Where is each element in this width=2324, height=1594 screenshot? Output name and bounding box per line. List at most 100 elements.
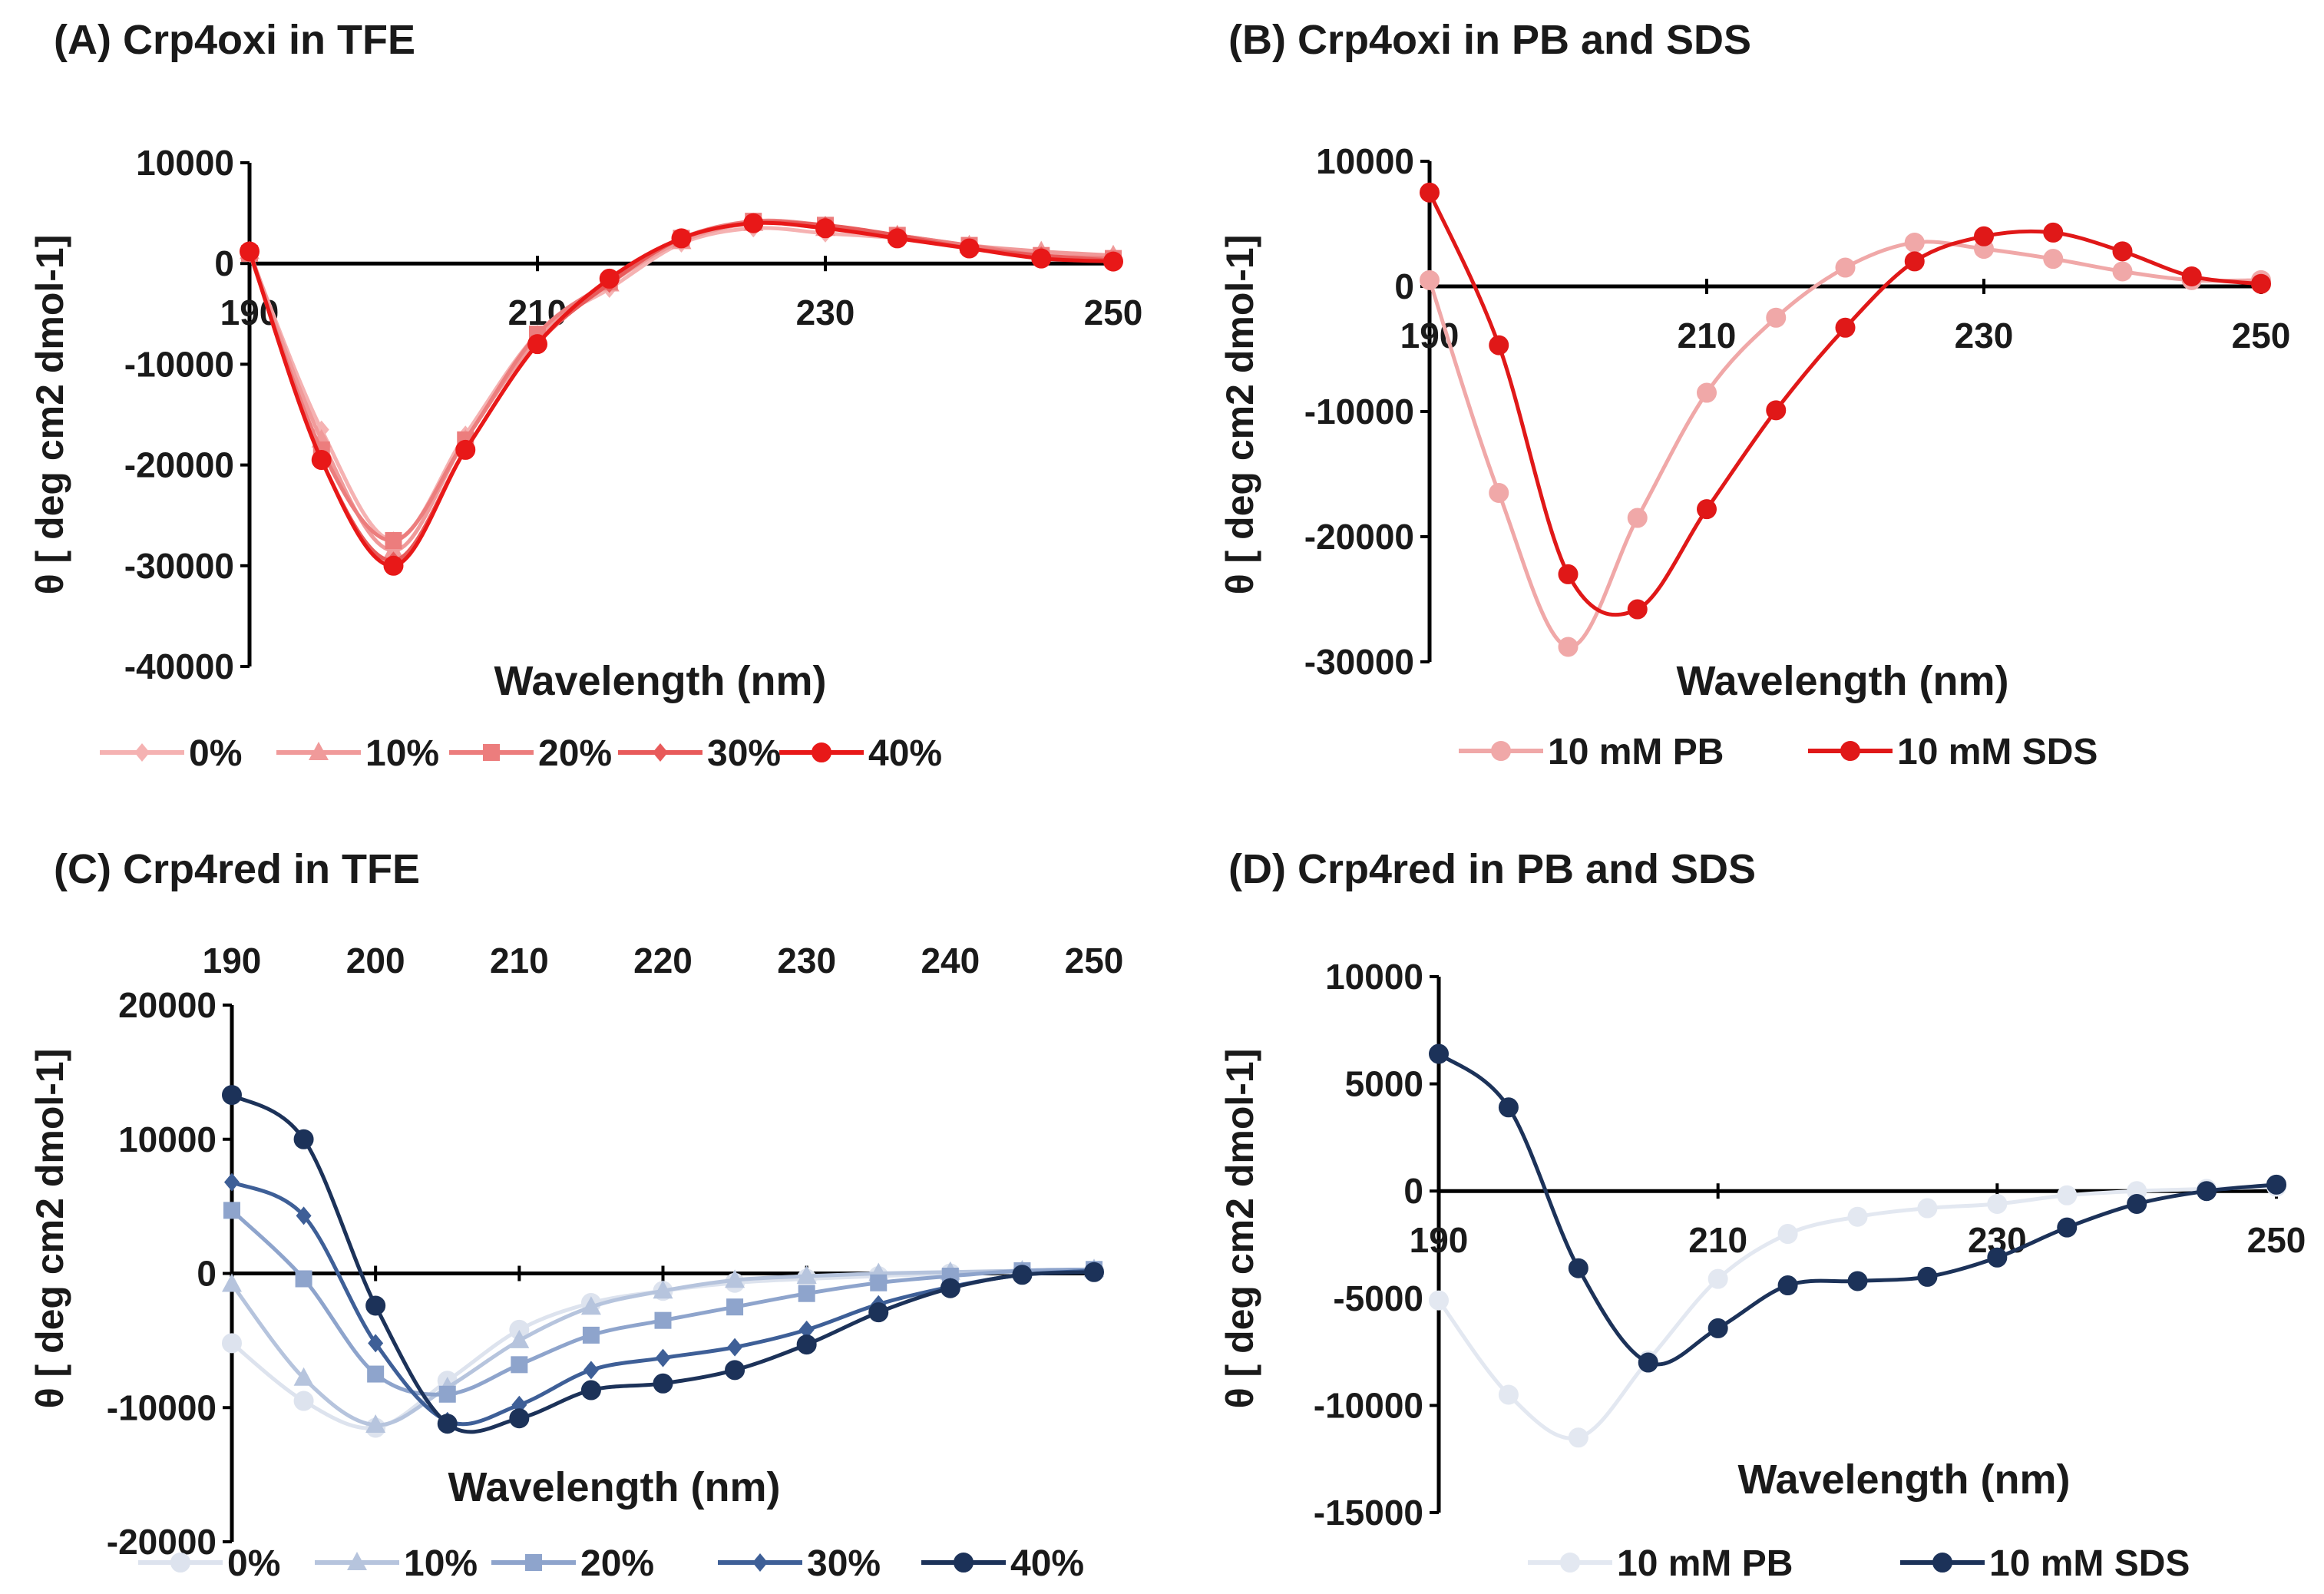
panel-b-series-1-point [1974,226,1994,246]
panel-b-series-1-point [1420,182,1440,203]
panel-d-series-1 [1429,1043,2286,1373]
panel-b-x-tick-label: 230 [1955,316,2014,356]
panel-c: (C) Crp4red in TFE 20000 10000 0 -10000 -2000… [28,846,1123,1584]
panel-d-y-tick-label: 5000 [1345,1064,1423,1104]
panel-b-series-1-point [2112,241,2133,262]
panel-b-series-1-point [1835,317,1856,338]
panel-c-series-3-point [583,1361,599,1380]
panel-a-series-4 [240,213,1123,576]
panel-b-series-1-point [1627,599,1648,620]
panel-b-series-1-point [1697,499,1717,520]
panel-c-legend-item: 40% [921,1543,1084,1584]
panel-c-legend-label: 40% [1010,1543,1084,1584]
panel-c-x-tick-label: 210 [490,941,549,981]
panel-c-series-1-point [725,1269,745,1288]
panel-a-series-4-point [815,218,835,239]
panel-a-legend-label: 30% [707,733,781,774]
panel-a-legend-item: 20% [449,733,612,774]
panel-b-title: (B) Crp4oxi in PB and SDS [1228,17,1751,63]
panel-d-series-0-point [1917,1198,1938,1219]
panel-c-title: (C) Crp4red in TFE [54,846,420,892]
panel-c-series-2-point [511,1356,528,1374]
panel-c-x-tick-label: 250 [1065,941,1124,981]
panel-c-legend-swatch-marker [347,1552,367,1570]
panel-c-series-2-point [295,1270,312,1288]
panel-d-series-1-point [1847,1271,1868,1291]
panel-d-series-1-point [1987,1247,2008,1268]
panel-a-series-4-line [247,220,1114,568]
panel-c-series-2-point [367,1365,385,1383]
panel-d-series-0-point [1847,1206,1868,1227]
panel-c-series-4 [222,1085,1104,1434]
panel-c-series-4-point [1012,1265,1033,1285]
panel-c-series-1-point [509,1329,530,1348]
panel-c-series-3-point [798,1320,815,1339]
panel-b-series-0-point [1697,382,1717,403]
panel-b-y-tick-label: -30000 [1304,642,1414,682]
panel-c-series-4-point [868,1302,889,1323]
panel-c-y-tick-label: -10000 [107,1387,217,1427]
panel-a-y-tick-label: -40000 [124,647,234,686]
panel-a-series-4-point [671,228,692,249]
panel-c-series-4-point [509,1408,530,1429]
panel-a-series-2-point [385,532,402,549]
panel-a-series-4-point [1103,251,1123,272]
panel-c-series-3-point [655,1348,671,1367]
panel-d-y-label: θ [ deg cm2 dmol-1] [1218,1049,1261,1409]
panel-b-x-tick-label: 210 [1678,316,1737,356]
panel-a-legend-item: 10% [276,733,439,774]
panel-d-title: (D) Crp4red in PB and SDS [1228,846,1756,892]
panel-c-x-tick-label: 200 [346,941,405,981]
panel-c-series-3-point [296,1206,312,1225]
panel-a-y-tick-label: 0 [214,243,234,283]
panel-c-y-tick-label: -20000 [107,1522,217,1562]
panel-b-legend-label: 10 mM PB [1548,732,1724,772]
panel-a-series-4-point [887,228,907,249]
panel-b-series-0-point [1904,232,1925,253]
panel-c-series-2-point [798,1285,815,1302]
panel-a-series-4-point [1031,248,1052,269]
panel-c-series-1-point [365,1414,386,1433]
panel-a-series-2-line [247,218,1114,543]
panel-c-series-4-point [725,1360,745,1381]
panel-c-series-4-point [580,1380,601,1401]
panel-a-series-0-line [247,226,1114,543]
panel-a-series-4-point [383,555,404,576]
panel-b-series-0-point [1766,307,1787,328]
panel-c-series-0-point [293,1391,314,1411]
panel-c-legend-label: 20% [580,1543,654,1584]
panel-c-legend-item: 20% [491,1543,654,1584]
panel-a-series-0 [242,219,1121,550]
panel-a-legend-swatch-marker [134,743,150,762]
panel-b-x-label: Wavelength (nm) [1676,658,2008,704]
panel-a-series-4-point [959,238,980,259]
panel-c-series-4-point [222,1085,242,1106]
panel-d-legend-item: 10 mM PB [1528,1543,1793,1584]
panel-b-legend-item: 10 mM PB [1459,732,1724,772]
panel-c-series-4-point [437,1414,458,1434]
panel-d-series-1-point [1638,1352,1658,1373]
panel-d-legend-label: 10 mM SDS [1989,1543,2190,1584]
panel-d-legend-swatch-marker [1560,1553,1580,1573]
panel-a-x-label: Wavelength (nm) [494,658,826,704]
panel-b-series-1-line [1427,191,2262,617]
panel-b-series-0-point [2112,261,2133,282]
panel-a-y-tick-label: 10000 [136,143,234,183]
panel-b-series-1 [1420,182,2271,620]
panel-c-series-2-point [654,1311,672,1329]
panel-a-legend-item: 30% [618,733,781,774]
panel-a-series-4-point [743,213,764,233]
panel-a-series-1-point [383,540,404,559]
panel-c-series-2-point [726,1298,744,1316]
panel-c-legend-label: 0% [227,1543,280,1584]
panel-c-series-4-point [293,1129,314,1149]
panel-d-series-0-point [1568,1427,1588,1448]
panel-b-series-1-point [2251,273,2271,294]
panel-c-series-2 [223,1202,1102,1403]
panel-b-series-1-point [1904,251,1925,272]
panel-d-series-1-point [2197,1181,2217,1202]
panel-b-series-1-point [2043,222,2064,243]
panel-c-series-2-point [870,1274,888,1291]
panel-d-y-tick-label: 0 [1403,1171,1423,1211]
